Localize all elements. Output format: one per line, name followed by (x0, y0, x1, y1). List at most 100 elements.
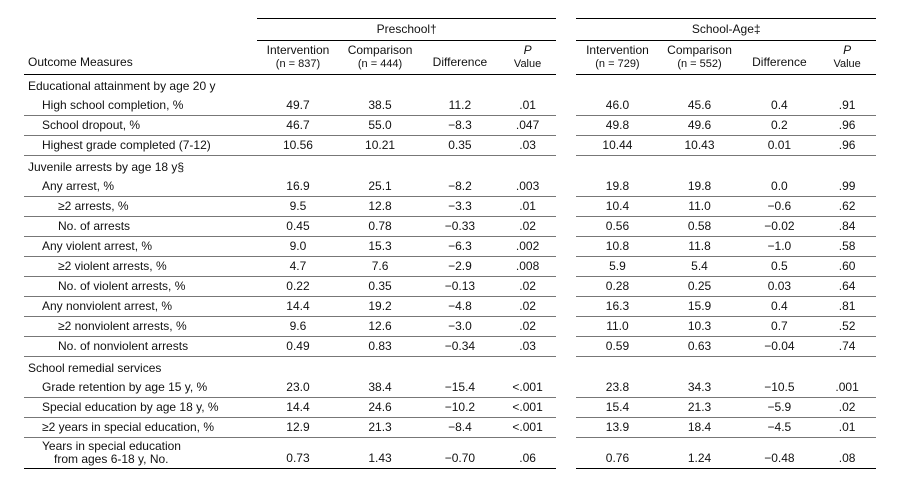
cell-sa-difference: 0.03 (741, 277, 819, 297)
header-spacer (24, 19, 257, 41)
row-label: No. of arrests (24, 217, 257, 237)
cell-pre-intervention: 4.7 (257, 257, 339, 277)
cell-pre-difference: −0.33 (421, 217, 499, 237)
table-row: No. of violent arrests, %0.220.35−0.13.0… (24, 277, 876, 297)
cell-sa-difference: −0.02 (741, 217, 819, 237)
cell-sa-p: .58 (818, 237, 876, 257)
row-label: ≥2 nonviolent arrests, % (24, 317, 257, 337)
cell-sa-intervention: 16.3 (576, 297, 658, 317)
cell-sa-p: .81 (818, 297, 876, 317)
cell-pre-p: .02 (499, 297, 557, 317)
cell-pre-comparison: 25.1 (339, 177, 421, 197)
cell-sa-difference: −0.04 (741, 337, 819, 357)
cell-pre-difference: −3.3 (421, 197, 499, 217)
col-sa-p-sub: Value (822, 58, 872, 70)
row-label: Years in special education from ages 6-1… (24, 438, 257, 469)
cell-sa-intervention: 0.56 (576, 217, 658, 237)
col-pre-p: P Value (499, 41, 557, 75)
row-label-line2: from ages 6-18 y, No. (42, 452, 169, 466)
table-row: Grade retention by age 15 y, %23.038.4−1… (24, 378, 876, 398)
cell-sa-comparison: 1.24 (658, 438, 740, 469)
col-pre-p-head: P (524, 43, 532, 57)
cell-pre-difference: −0.70 (421, 438, 499, 469)
col-outcome-measures: Outcome Measures (24, 41, 257, 75)
cell-pre-intervention: 9.0 (257, 237, 339, 257)
cell-sa-intervention: 0.76 (576, 438, 658, 469)
cell-sa-comparison: 19.8 (658, 177, 740, 197)
col-sa-intervention: Intervention (n = 729) (576, 41, 658, 75)
cell-pre-intervention: 0.73 (257, 438, 339, 469)
cell-sa-p: .74 (818, 337, 876, 357)
cell-sa-difference: 0.01 (741, 136, 819, 156)
cell-pre-intervention: 46.7 (257, 116, 339, 136)
cell-sa-difference: −4.5 (741, 418, 819, 438)
cell-sa-difference: 0.2 (741, 116, 819, 136)
cell-sa-difference: 0.4 (741, 96, 819, 116)
cell-sa-p: .99 (818, 177, 876, 197)
col-sa-p: P Value (818, 41, 876, 75)
cell-pre-comparison: 21.3 (339, 418, 421, 438)
cell-pre-comparison: 38.4 (339, 378, 421, 398)
cell-pre-difference: −0.13 (421, 277, 499, 297)
cell-pre-intervention: 10.56 (257, 136, 339, 156)
cell-pre-comparison: 15.3 (339, 237, 421, 257)
table-row: ≥2 nonviolent arrests, %9.612.6−3.0.0211… (24, 317, 876, 337)
cell-pre-p: .002 (499, 237, 557, 257)
col-sa-p-head: P (843, 43, 851, 57)
cell-sa-p: .60 (818, 257, 876, 277)
cell-sa-intervention: 10.4 (576, 197, 658, 217)
cell-sa-p: .001 (818, 378, 876, 398)
col-pre-difference: Difference (421, 41, 499, 75)
cell-pre-comparison: 0.35 (339, 277, 421, 297)
cell-sa-comparison: 49.6 (658, 116, 740, 136)
row-label: ≥2 years in special education, % (24, 418, 257, 438)
cell-sa-comparison: 34.3 (658, 378, 740, 398)
row-label: Any violent arrest, % (24, 237, 257, 257)
cell-pre-comparison: 10.21 (339, 136, 421, 156)
table-row: Any arrest, %16.925.1−8.2.00319.819.80.0… (24, 177, 876, 197)
row-label: No. of nonviolent arrests (24, 337, 257, 357)
cell-sa-intervention: 0.59 (576, 337, 658, 357)
table-row: School dropout, %46.755.0−8.3.04749.849.… (24, 116, 876, 136)
cell-sa-intervention: 23.8 (576, 378, 658, 398)
cell-pre-intervention: 9.6 (257, 317, 339, 337)
cell-sa-difference: 0.7 (741, 317, 819, 337)
cell-pre-intervention: 23.0 (257, 378, 339, 398)
cell-sa-p: .64 (818, 277, 876, 297)
col-sa-comparison: Comparison (n = 552) (658, 41, 740, 75)
cell-sa-comparison: 11.0 (658, 197, 740, 217)
cell-sa-difference: −10.5 (741, 378, 819, 398)
cell-sa-p: .01 (818, 418, 876, 438)
cell-sa-p: .02 (818, 398, 876, 418)
table-row: ≥2 years in special education, %12.921.3… (24, 418, 876, 438)
cell-pre-comparison: 0.78 (339, 217, 421, 237)
cell-sa-difference: −0.48 (741, 438, 819, 469)
cell-pre-intervention: 9.5 (257, 197, 339, 217)
table-row: No. of nonviolent arrests0.490.83−0.34.0… (24, 337, 876, 357)
cell-pre-comparison: 24.6 (339, 398, 421, 418)
cell-sa-p: .52 (818, 317, 876, 337)
col-sa-difference: Difference (741, 41, 819, 75)
cell-pre-intervention: 12.9 (257, 418, 339, 438)
col-sa-comparison-head: Comparison (667, 43, 732, 57)
row-label: ≥2 arrests, % (24, 197, 257, 217)
cell-sa-p: .62 (818, 197, 876, 217)
cell-pre-difference: −4.8 (421, 297, 499, 317)
col-pre-intervention: Intervention (n = 837) (257, 41, 339, 75)
group-header-schoolage: School-Age‡ (576, 19, 876, 41)
cell-sa-comparison: 11.8 (658, 237, 740, 257)
table-row: High school completion, %49.738.511.2.01… (24, 96, 876, 116)
col-sa-comparison-n: (n = 552) (662, 58, 736, 70)
cell-sa-comparison: 15.9 (658, 297, 740, 317)
col-pre-p-sub: Value (503, 58, 553, 70)
cell-pre-p: .03 (499, 136, 557, 156)
table-row: Any violent arrest, %9.015.3−6.3.00210.8… (24, 237, 876, 257)
cell-pre-p: .008 (499, 257, 557, 277)
cell-pre-difference: −6.3 (421, 237, 499, 257)
cell-pre-comparison: 7.6 (339, 257, 421, 277)
cell-pre-intervention: 0.22 (257, 277, 339, 297)
col-sa-intervention-head: Intervention (586, 43, 649, 57)
table-row: Highest grade completed (7-12)10.5610.21… (24, 136, 876, 156)
cell-sa-difference: −0.6 (741, 197, 819, 217)
section-title: Juvenile arrests by age 18 y§ (24, 156, 876, 178)
